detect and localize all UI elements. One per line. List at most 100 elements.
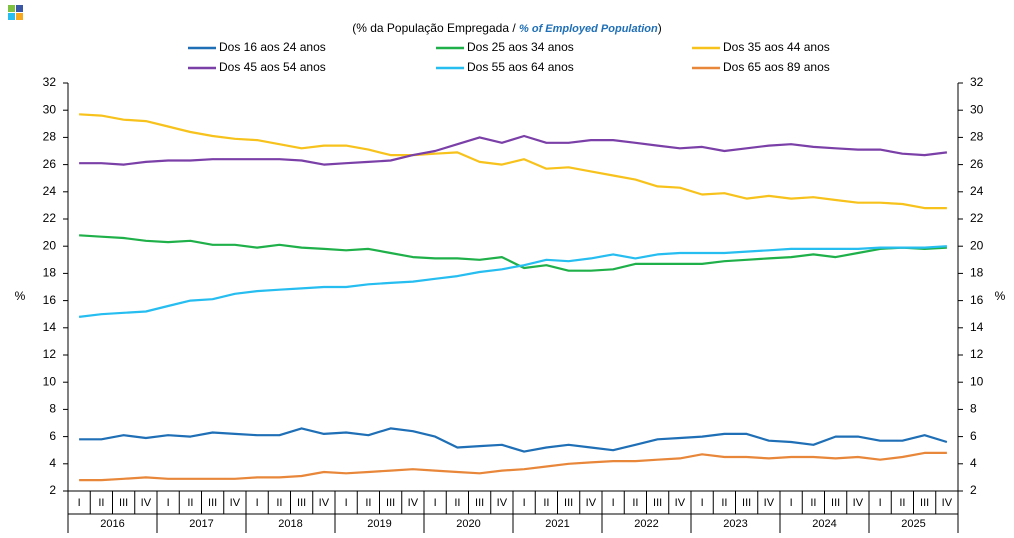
y2-tick-label: 20: [970, 238, 984, 252]
y2-tick-label: 30: [970, 102, 984, 116]
y2-tick-label: 4: [970, 456, 977, 470]
legend-label: Dos 25 aos 34 anos: [467, 40, 574, 54]
x-tick-label: IV: [408, 497, 419, 509]
series-line: [79, 134, 948, 166]
x-tick-label: II: [187, 497, 193, 509]
subtitle: (% da População Empregada / % of Employe…: [352, 21, 662, 35]
y2-tick-label: 14: [970, 320, 984, 334]
subtitle-part: ): [658, 21, 662, 35]
x-group-label: 2017: [189, 518, 213, 530]
y-tick-label: 20: [43, 238, 57, 252]
x-tick-label: IV: [942, 497, 953, 509]
series-line: [78, 245, 947, 318]
y2-tick-label: 2: [970, 483, 977, 497]
x-tick-label: III: [653, 497, 662, 509]
x-tick-label: I: [701, 497, 704, 509]
series-line: [79, 451, 947, 482]
y-tick-label: 2: [49, 483, 56, 497]
x-tick-label: II: [721, 497, 727, 509]
x-group-label: 2023: [723, 518, 747, 530]
x-group-label: 2022: [634, 518, 658, 530]
y-tick-label: 12: [43, 347, 57, 361]
legend-label: Dos 35 aos 44 anos: [723, 40, 830, 54]
x-tick-label: III: [475, 497, 484, 509]
legend-label: Dos 16 aos 24 anos: [219, 40, 326, 54]
y2-tick-label: 22: [970, 211, 984, 225]
x-group-label: 2016: [100, 518, 124, 530]
y-tick-label: 26: [43, 157, 57, 171]
y2-tick-label: 26: [970, 157, 984, 171]
y-tick-label: 4: [49, 456, 56, 470]
y-tick-label: 10: [43, 374, 57, 388]
y-tick-label: 18: [43, 266, 57, 280]
x-group-label: 2024: [812, 518, 836, 530]
subtitle-emphasis: % of Employed Population: [519, 23, 658, 35]
y-tick-label: 6: [49, 429, 56, 443]
series-line: [79, 234, 947, 272]
y2-tick-label: 16: [970, 293, 984, 307]
y2-axis-label: %: [995, 289, 1006, 303]
y2-tick-label: 12: [970, 347, 984, 361]
x-group-label: 2020: [456, 518, 480, 530]
legend-label: Dos 55 aos 64 anos: [467, 60, 574, 74]
legend-label: Dos 65 aos 89 anos: [723, 60, 830, 74]
logo: [8, 5, 23, 20]
y-tick-label: 24: [43, 184, 57, 198]
y-tick-label: 30: [43, 102, 57, 116]
x-tick-label: IV: [497, 497, 508, 509]
y2-tick-label: 8: [970, 402, 977, 416]
x-tick-label: IV: [230, 497, 241, 509]
x-tick-label: III: [119, 497, 128, 509]
x-tick-label: III: [297, 497, 306, 509]
x-tick-label: I: [256, 497, 259, 509]
x-tick-label: II: [543, 497, 549, 509]
y2-tick-label: 24: [970, 184, 984, 198]
y2-tick-label: 28: [970, 130, 984, 144]
x-tick-label: III: [564, 497, 573, 509]
x-tick-label: III: [742, 497, 751, 509]
x-group-label: 2019: [367, 518, 391, 530]
x-tick-label: II: [365, 497, 371, 509]
subtitle-part: (% da População Empregada /: [352, 21, 519, 35]
x-tick-label: III: [208, 497, 217, 509]
x-group-label: 2021: [545, 518, 569, 530]
x-tick-label: II: [632, 497, 638, 509]
x-tick-label: I: [612, 497, 615, 509]
y-tick-label: 32: [43, 75, 57, 89]
x-tick-label: II: [899, 497, 905, 509]
x-tick-label: I: [78, 497, 81, 509]
x-tick-label: IV: [853, 497, 864, 509]
y-tick-label: 28: [43, 130, 57, 144]
x-tick-label: I: [523, 497, 526, 509]
y2-tick-label: 6: [970, 429, 977, 443]
x-group-label: 2018: [278, 518, 302, 530]
y-tick-label: 8: [49, 402, 56, 416]
x-tick-label: IV: [141, 497, 152, 509]
x-tick-label: I: [879, 497, 882, 509]
x-tick-label: IV: [586, 497, 597, 509]
x-tick-label: II: [276, 497, 282, 509]
y2-tick-label: 18: [970, 266, 984, 280]
x-tick-label: I: [790, 497, 793, 509]
y2-tick-label: 32: [970, 75, 984, 89]
series-line: [79, 427, 948, 453]
y-tick-label: 14: [43, 320, 57, 334]
x-group-label: 2025: [901, 518, 925, 530]
x-tick-label: I: [345, 497, 348, 509]
y-tick-label: 22: [43, 211, 57, 225]
x-tick-label: III: [831, 497, 840, 509]
x-tick-label: IV: [319, 497, 330, 509]
x-tick-label: II: [810, 497, 816, 509]
x-tick-label: II: [454, 497, 460, 509]
x-tick-label: II: [98, 497, 104, 509]
x-tick-label: III: [386, 497, 395, 509]
y-axis-label: %: [15, 289, 26, 303]
x-tick-label: I: [167, 497, 170, 509]
legend-label: Dos 45 aos 54 anos: [219, 60, 326, 74]
x-tick-label: IV: [764, 497, 775, 509]
y-tick-label: 16: [43, 293, 57, 307]
series-line: [79, 113, 947, 210]
x-tick-label: I: [434, 497, 437, 509]
x-tick-label: IV: [675, 497, 686, 509]
